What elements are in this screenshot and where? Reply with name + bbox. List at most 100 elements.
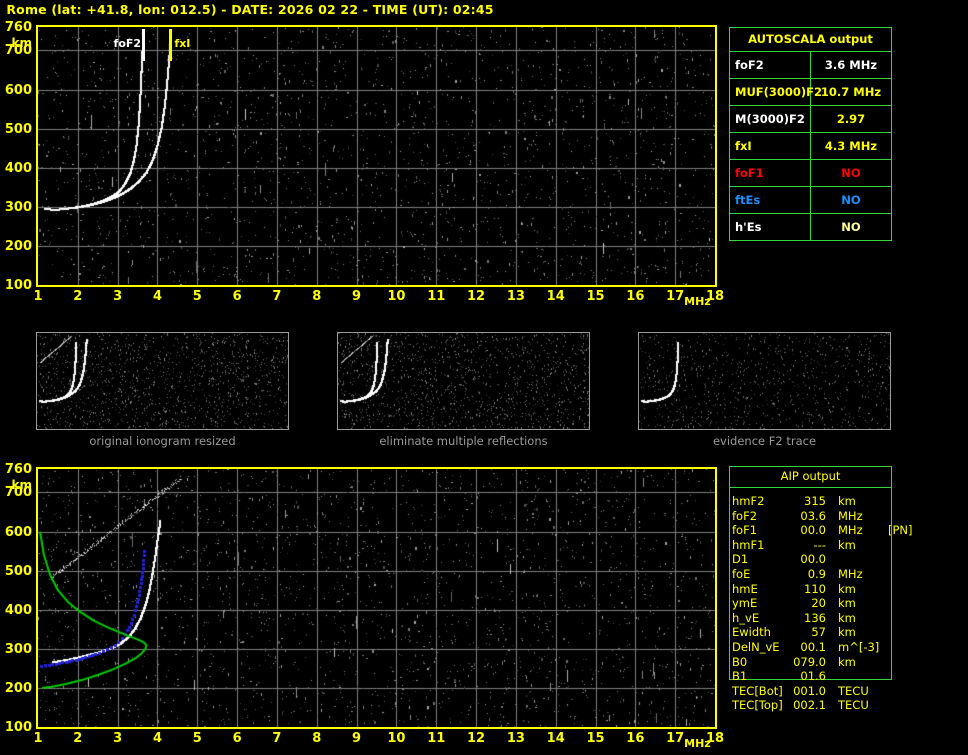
- autoscala-row: h'Es NO: [730, 213, 891, 240]
- aip-param-name: hmF1: [732, 537, 765, 552]
- aip-param-unit: km: [838, 537, 856, 552]
- autoscala-table: AUTOSCALA output foF2 3.6 MHz MUF(3000)F2 1…: [730, 28, 891, 240]
- x-axis-tick-label: 7: [272, 289, 282, 304]
- aip-param-value: ---: [813, 537, 826, 552]
- x-axis-tick-label: 10: [387, 289, 406, 304]
- autoscala-panel: AUTOSCALA output foF2 3.6 MHz MUF(3000)F2 1…: [729, 27, 892, 241]
- autoscala-row: ftEs NO: [730, 186, 891, 214]
- x-axis-tick-label: 11: [427, 289, 446, 304]
- x-axis-tick-label: 18: [705, 289, 725, 304]
- y-axis-tick-label: 500: [4, 563, 32, 579]
- aip-row: TEC[Bot] 001.0 TECU: [732, 684, 907, 699]
- x-axis-tick-label: 4: [152, 731, 162, 746]
- x-axis-tick-label: 6: [232, 731, 242, 746]
- y-axis-tick-label: 500: [4, 121, 32, 137]
- autoscala-param-name: foF2: [730, 51, 811, 79]
- aip-param-name: Ewidth: [732, 625, 771, 640]
- x-axis-tick-label: 6: [232, 289, 242, 304]
- aip-param-unit: km: [838, 625, 856, 640]
- autoscala-param-value: NO: [810, 186, 891, 214]
- x-axis-unit-label: MHz: [684, 737, 711, 750]
- y-axis-tick-label: 760: [4, 462, 32, 477]
- aip-panel-border: [729, 466, 892, 680]
- x-axis-tick-label: 8: [312, 289, 322, 304]
- x-axis-tick-label: 1: [33, 289, 43, 304]
- y-axis-tick-label: 300: [4, 199, 32, 215]
- thumbnail-eliminate-reflections[interactable]: [337, 332, 590, 430]
- autoscala-param-name: ftEs: [730, 186, 811, 214]
- thumbnail-evidence-canvas: [639, 333, 890, 429]
- autoscala-param-name: M(3000)F2: [730, 105, 811, 133]
- aip-param-name: hmE: [732, 581, 758, 596]
- thumbnail-caption-0: original ionogram resized: [89, 434, 236, 448]
- autoscala-param-value: NO: [810, 213, 891, 240]
- aip-param-name: foF2: [732, 508, 758, 523]
- aip-param-unit: MHz: [838, 566, 863, 581]
- aip-row: D1 00.0: [732, 552, 907, 567]
- top-ionogram-plot[interactable]: [36, 25, 717, 287]
- autoscala-param-value: 2.97: [810, 105, 891, 133]
- aip-row: DelN_vE 00.1 m^[-3]: [732, 640, 907, 655]
- y-axis-unit-label: km: [11, 36, 32, 50]
- x-axis-tick-label: 3: [113, 731, 123, 746]
- autoscala-row: M(3000)F2 2.97: [730, 105, 891, 133]
- aip-param-value: 20: [811, 596, 826, 611]
- y-axis-tick-label: 760: [4, 20, 32, 35]
- x-axis-tick-label: 14: [546, 731, 565, 746]
- y-axis-tick-label: 300: [4, 641, 32, 657]
- aip-param-value: 57: [811, 625, 826, 640]
- aip-param-unit: MHz: [838, 523, 863, 538]
- aip-row: B0 079.0 km: [732, 655, 907, 670]
- aip-param-value: 00.0: [800, 552, 826, 567]
- aip-row: Ewidth 57 km: [732, 625, 907, 640]
- aip-row: hmE 110 km: [732, 582, 907, 597]
- x-axis-tick-label: 16: [626, 289, 645, 304]
- aip-param-name: ymE: [732, 596, 758, 611]
- aip-row: TEC[Top] 002.1 TECU: [732, 698, 907, 713]
- aip-param-name: foE: [732, 566, 751, 581]
- y-axis-tick-label: 600: [4, 524, 32, 540]
- aip-param-name: TEC[Top]: [732, 698, 783, 713]
- autoscala-header-row: AUTOSCALA output: [730, 28, 891, 52]
- x-axis-tick-label: 17: [666, 731, 685, 746]
- bottom-ionogram-plot[interactable]: [36, 467, 717, 729]
- x-axis-tick-label: 14: [546, 289, 565, 304]
- autoscala-param-value: NO: [810, 159, 891, 187]
- x-axis-tick-label: 9: [352, 289, 362, 304]
- aip-row: foF2 03.6 MHz: [732, 509, 907, 524]
- x-axis-tick-label: 12: [467, 289, 486, 304]
- aip-row: ymE 20 km: [732, 596, 907, 611]
- aip-param-value: 315: [804, 494, 826, 508]
- aip-param-name: DelN_vE: [732, 639, 780, 654]
- bottom-ionogram-canvas: [38, 469, 715, 727]
- aip-param-value: 002.1: [793, 698, 826, 713]
- y-axis-tick-label: 600: [4, 82, 32, 98]
- x-axis-tick-label: 5: [192, 731, 202, 746]
- x-axis-unit-label: MHz: [684, 295, 711, 308]
- autoscala-title: AUTOSCALA output: [730, 28, 891, 52]
- x-axis-tick-label: 3: [113, 289, 123, 304]
- aip-param-name: D1: [732, 552, 749, 567]
- x-axis-tick-label: 18: [705, 731, 725, 746]
- y-axis-tick-label: 700: [4, 485, 32, 501]
- x-axis-tick-label: 10: [387, 731, 406, 746]
- page-title: Rome (lat: +41.8, lon: 012.5) - DATE: 20…: [6, 2, 494, 17]
- aip-row: hmF2 315 km: [732, 494, 907, 509]
- aip-param-name: TEC[Bot]: [732, 683, 783, 698]
- x-axis-tick-label: 2: [73, 731, 83, 746]
- y-axis-tick-label: 200: [4, 680, 32, 696]
- aip-param-unit: km: [838, 654, 856, 669]
- marker-label-fof2: foF2: [113, 37, 142, 50]
- thumbnail-original-ionogram[interactable]: [36, 332, 289, 430]
- aip-param-unit: km: [838, 494, 856, 508]
- x-axis-tick-label: 1: [33, 731, 43, 746]
- autoscala-row: MUF(3000)F2 10.7 MHz: [730, 78, 891, 106]
- autoscala-param-value: 3.6 MHz: [810, 51, 891, 79]
- top-ionogram-canvas: [38, 27, 715, 285]
- y-axis-tick-label: 400: [4, 602, 32, 618]
- autoscala-param-name: MUF(3000)F2: [730, 78, 822, 106]
- autoscala-param-name: h'Es: [730, 213, 811, 240]
- autoscala-row: fxI 4.3 MHz: [730, 132, 891, 160]
- aip-param-name: hmF2: [732, 494, 765, 508]
- thumbnail-evidence-f2-trace[interactable]: [638, 332, 891, 430]
